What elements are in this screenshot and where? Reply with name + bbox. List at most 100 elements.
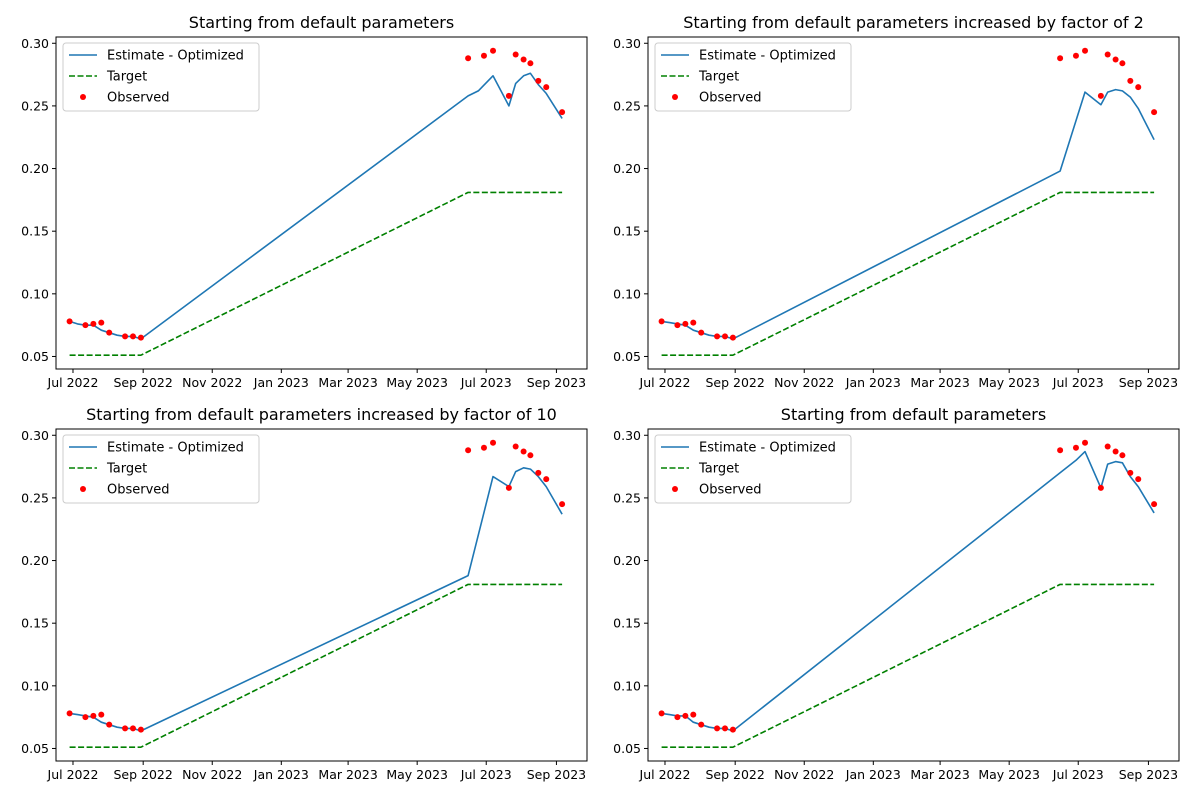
y-tick-label: 0.20 xyxy=(21,553,49,568)
legend-label: Estimate - Optimized xyxy=(107,49,244,64)
x-tick-label: Sep 2023 xyxy=(527,767,586,782)
plot-area xyxy=(658,439,1158,748)
x-tick-label: Sep 2023 xyxy=(1119,767,1178,782)
observed-point xyxy=(527,452,534,459)
y-tick-label: 0.10 xyxy=(21,678,49,693)
observed-point xyxy=(1127,77,1134,84)
observed-point xyxy=(658,710,665,717)
observed-point xyxy=(90,712,97,719)
observed-point xyxy=(1104,443,1111,450)
legend: Estimate - Optimized Target Observed xyxy=(62,434,260,504)
legend-label: Observed xyxy=(107,91,170,106)
observed-point xyxy=(480,444,487,451)
observed-point xyxy=(658,318,665,325)
observed-point xyxy=(682,320,689,327)
observed-point xyxy=(129,725,136,732)
y-tick-label: 0.10 xyxy=(21,286,49,301)
legend-label: Observed xyxy=(699,483,762,498)
observed-point xyxy=(1135,84,1142,91)
observed-point xyxy=(559,109,566,116)
y-tick-label: 0.15 xyxy=(21,224,49,239)
target-line xyxy=(69,191,563,356)
y-tick-label: 0.20 xyxy=(21,161,49,176)
observed-point xyxy=(729,334,736,341)
observed-point xyxy=(559,501,566,508)
legend-label: Observed xyxy=(699,91,762,106)
legend-box xyxy=(654,42,852,112)
subplot-1: Starting from default parameters 0.05 0.10… xyxy=(21,13,588,390)
x-tick-label: Jul 2022 xyxy=(639,767,691,782)
observed-point xyxy=(698,329,705,336)
observed-point xyxy=(480,52,487,59)
observed-point xyxy=(1112,448,1119,455)
plot-area xyxy=(658,47,1158,356)
y-tick-label: 0.20 xyxy=(613,553,641,568)
target-line xyxy=(69,583,563,748)
observed-point xyxy=(106,329,113,336)
plot-area xyxy=(66,439,566,748)
y-tick-label: 0.30 xyxy=(613,36,641,51)
legend-label: Target xyxy=(106,70,147,85)
x-tick-label: Mar 2023 xyxy=(318,375,377,390)
observed-point xyxy=(106,721,113,728)
observed-point xyxy=(714,725,721,732)
legend-label: Estimate - Optimized xyxy=(699,441,836,456)
legend-label: Estimate - Optimized xyxy=(107,441,244,456)
subplot-3: Starting from default parameters increas… xyxy=(21,405,588,782)
x-tick-label: Mar 2023 xyxy=(910,375,969,390)
observed-point xyxy=(82,714,89,721)
y-tick-label: 0.15 xyxy=(613,616,641,631)
observed-point xyxy=(490,47,497,54)
x-tick-label: Jul 2022 xyxy=(47,375,99,390)
x-tick-label: Sep 2022 xyxy=(113,375,172,390)
observed-point xyxy=(90,320,97,327)
legend-box xyxy=(62,434,260,504)
y-tick-label: 0.30 xyxy=(21,36,49,51)
legend-label: Target xyxy=(698,70,739,85)
observed-point xyxy=(1119,60,1126,67)
x-tick-label: Jan 2023 xyxy=(845,375,901,390)
observed-point xyxy=(1127,469,1134,476)
x-tick-label: Jul 2022 xyxy=(47,767,99,782)
observed-point xyxy=(535,77,542,84)
x-tick-label: Sep 2022 xyxy=(113,767,172,782)
observed-point xyxy=(690,711,697,718)
legend: Estimate - Optimized Target Observed xyxy=(654,42,852,112)
observed-point xyxy=(1119,452,1126,459)
legend-label: Target xyxy=(106,462,147,477)
legend-box xyxy=(654,434,852,504)
chart-title: Starting from default parameters increas… xyxy=(86,405,557,424)
observed-point xyxy=(721,725,728,732)
y-tick-label: 0.05 xyxy=(21,741,49,756)
observed-point xyxy=(505,92,512,99)
observed-point xyxy=(122,333,129,340)
legend: Estimate - Optimized Target Observed xyxy=(654,434,852,504)
observed-point xyxy=(674,714,681,721)
observed-point xyxy=(729,726,736,733)
x-tick-label: Mar 2023 xyxy=(318,767,377,782)
legend-label: Target xyxy=(698,462,739,477)
x-tick-label: Jul 2023 xyxy=(460,767,512,782)
y-tick-label: 0.30 xyxy=(21,428,49,443)
observed-point xyxy=(98,319,105,326)
observed-point xyxy=(1097,92,1104,99)
x-tick-label: Jul 2023 xyxy=(1052,767,1104,782)
x-tick-label: Jan 2023 xyxy=(253,767,309,782)
axes-frame xyxy=(55,428,588,762)
x-tick-label: Sep 2023 xyxy=(1119,375,1178,390)
y-tick-label: 0.25 xyxy=(21,98,49,113)
y-tick-label: 0.25 xyxy=(613,98,641,113)
x-tick-label: Sep 2022 xyxy=(705,375,764,390)
x-tick-label: Sep 2023 xyxy=(527,375,586,390)
subplot-4: Starting from default parameters 0.05 0.10… xyxy=(613,405,1180,782)
observed-point xyxy=(1057,447,1064,454)
y-tick-label: 0.05 xyxy=(613,741,641,756)
x-tick-label: Nov 2022 xyxy=(182,375,242,390)
observed-point xyxy=(465,55,472,62)
estimate-line xyxy=(69,467,563,732)
observed-point xyxy=(682,712,689,719)
observed-point xyxy=(690,319,697,326)
legend-label: Estimate - Optimized xyxy=(699,49,836,64)
